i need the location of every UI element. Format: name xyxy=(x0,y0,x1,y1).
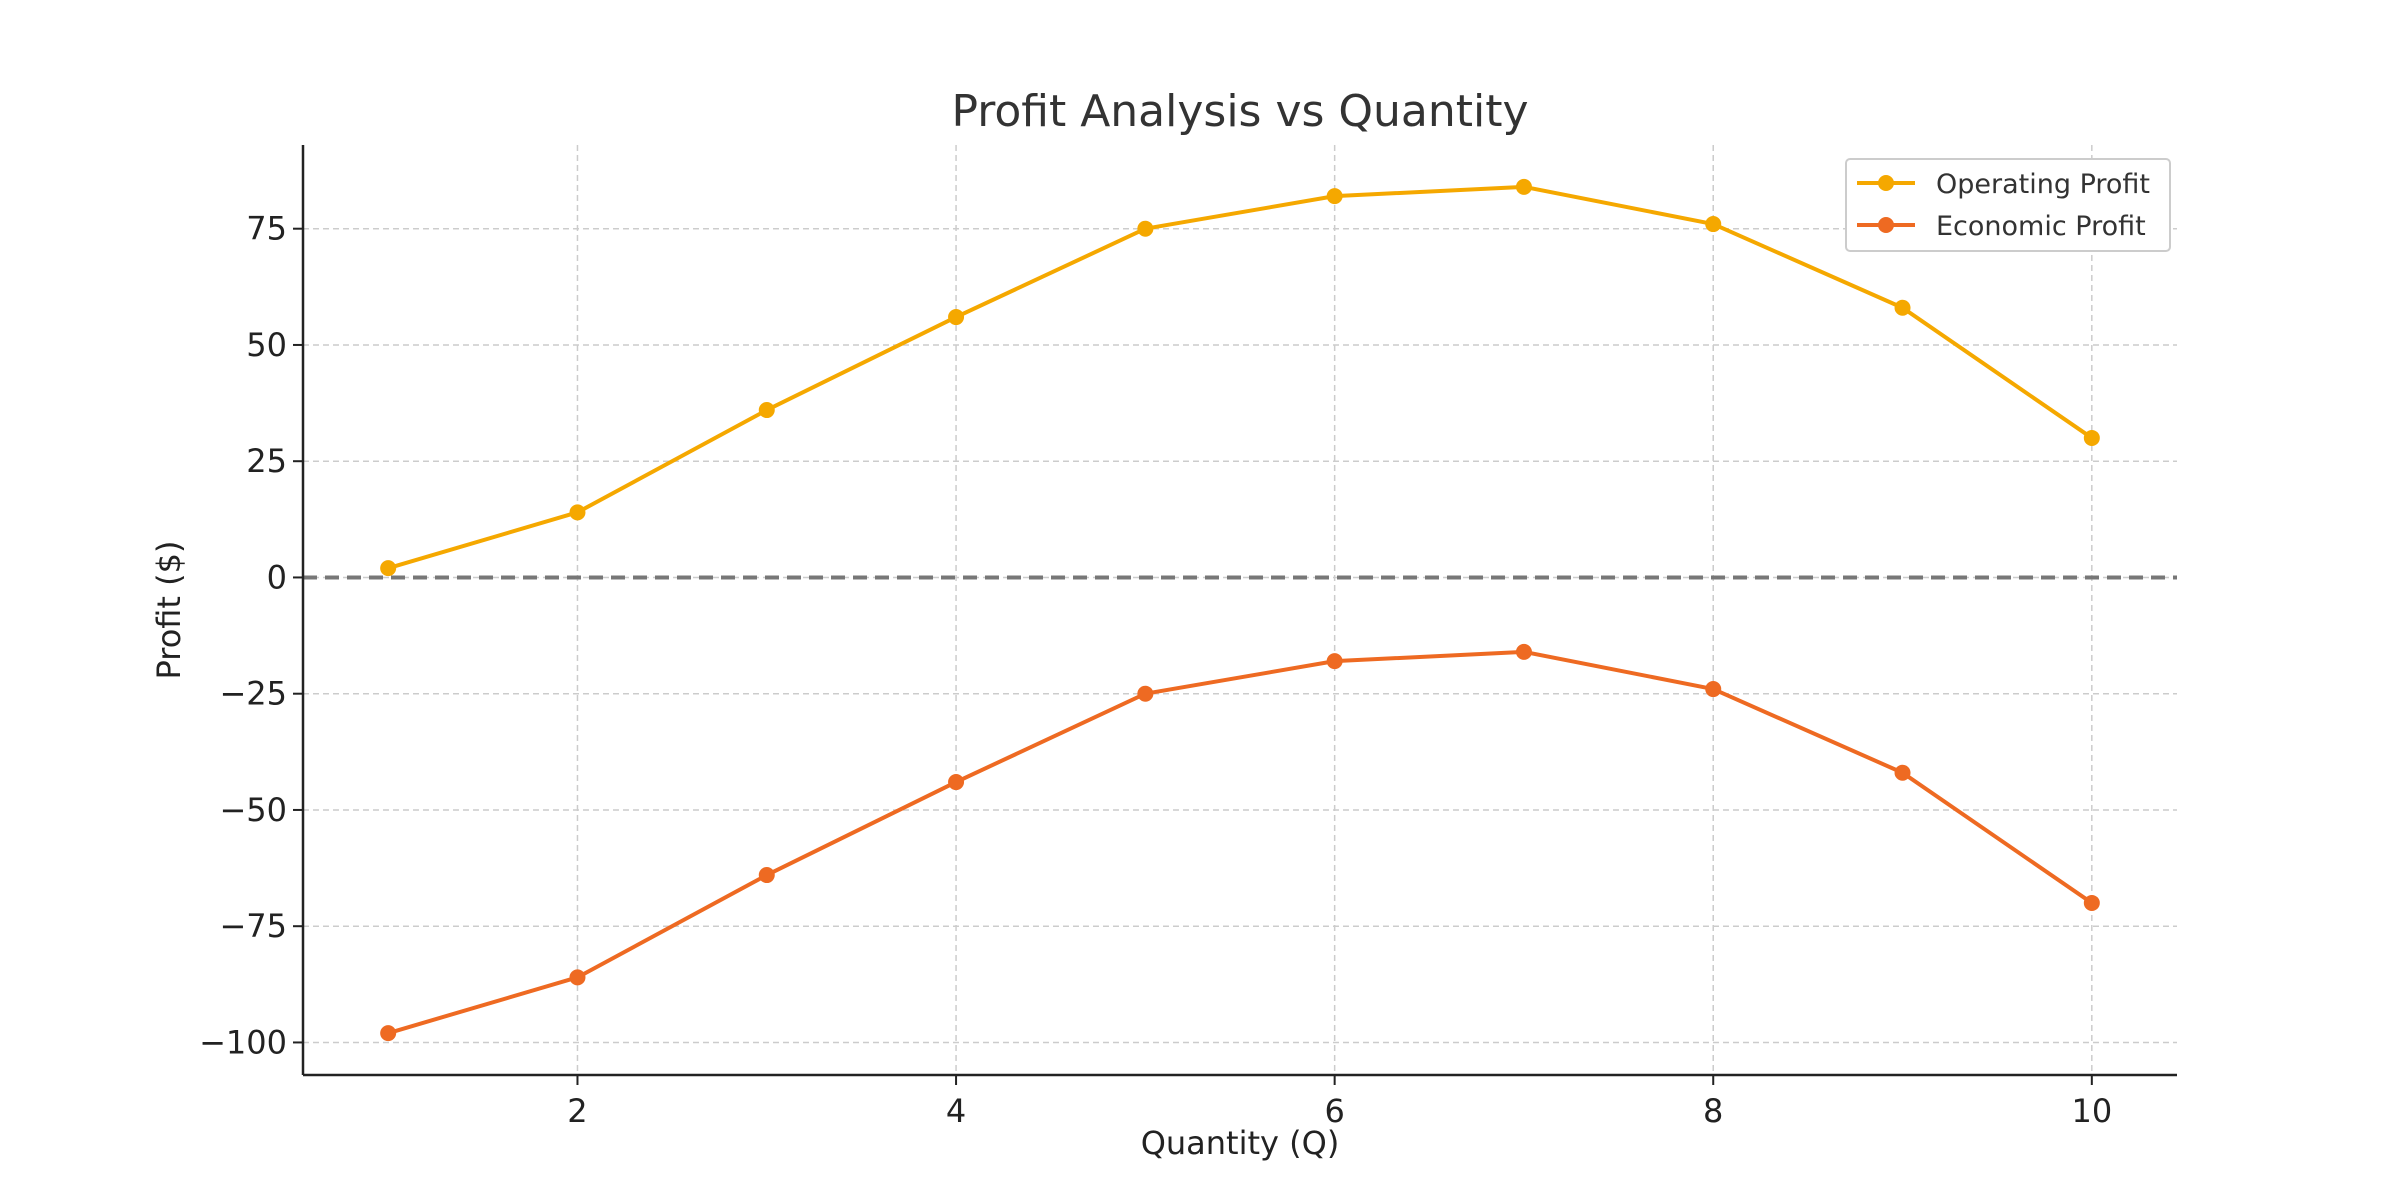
x-axis-label: Quantity (Q) xyxy=(1141,1124,1340,1162)
y-tick-label: 75 xyxy=(246,210,287,248)
data-point xyxy=(758,402,775,419)
legend-swatch-marker xyxy=(1878,175,1894,191)
y-tick-label: −50 xyxy=(219,791,287,829)
series-operating-profit xyxy=(380,178,2100,577)
data-point xyxy=(569,504,586,521)
x-axis-ticks: 2 4 6 8 10 xyxy=(567,1075,2112,1130)
series-line xyxy=(387,184,2093,571)
data-point xyxy=(758,867,775,884)
data-point xyxy=(1515,178,1532,195)
legend-swatch-marker xyxy=(1878,217,1894,233)
series-economic-profit xyxy=(380,643,2100,1042)
x-tick-label: 6 xyxy=(1324,1092,1344,1130)
y-tick-label: 0 xyxy=(267,558,287,596)
data-point xyxy=(1326,188,1343,205)
x-tick-label: 2 xyxy=(567,1092,587,1130)
data-point xyxy=(2083,429,2100,446)
data-point xyxy=(1515,643,1532,660)
legend-label: Operating Profit xyxy=(1936,169,2150,200)
x-tick-label: 8 xyxy=(1703,1092,1723,1130)
data-point xyxy=(569,969,586,986)
y-axis-ticks: −100 −75 −50 −25 0 25 50 75 xyxy=(199,210,303,1061)
legend-box xyxy=(1845,158,2171,252)
x-tick-label: 4 xyxy=(946,1092,966,1130)
y-tick-label: 50 xyxy=(246,326,287,364)
data-point xyxy=(1137,685,1154,702)
y-tick-label: −25 xyxy=(219,675,287,713)
data-point xyxy=(948,774,965,791)
legend: Operating Profit Economic Profit xyxy=(1845,158,2171,252)
y-tick-label: 25 xyxy=(246,442,287,480)
series-line xyxy=(387,649,2093,1036)
y-tick-label: −75 xyxy=(219,907,287,945)
y-tick-label: −100 xyxy=(199,1023,287,1061)
axes-spines xyxy=(301,145,2177,1077)
data-point xyxy=(1326,653,1343,670)
data-point xyxy=(948,309,965,326)
data-point xyxy=(1894,299,1911,316)
data-point xyxy=(1705,216,1722,233)
data-point xyxy=(380,1025,397,1042)
data-point xyxy=(1705,681,1722,698)
chart-title: Profit Analysis vs Quantity xyxy=(951,86,1528,137)
series-layer xyxy=(380,178,2100,1042)
y-axis-label: Profit ($) xyxy=(150,541,188,680)
legend-label: Economic Profit xyxy=(1936,211,2146,242)
grid-lines xyxy=(303,145,2177,1075)
data-point xyxy=(1894,764,1911,781)
x-tick-label: 10 xyxy=(2071,1092,2112,1130)
data-point xyxy=(380,560,397,577)
data-point xyxy=(1137,220,1154,237)
data-point xyxy=(2083,894,2100,911)
